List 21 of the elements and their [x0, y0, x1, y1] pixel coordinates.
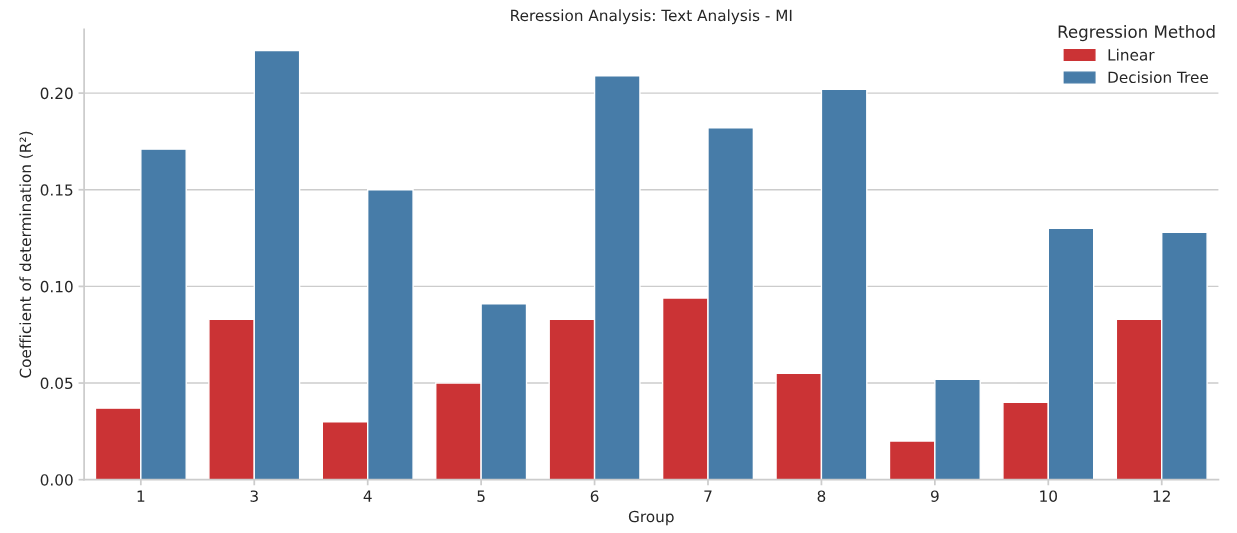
x-tick-label: 12 [1153, 490, 1170, 502]
y-tick-label: 0.00 [40, 474, 73, 486]
x-tick-label: 8 [817, 490, 826, 502]
y-tick-label: 0.05 [40, 377, 73, 390]
x-tick-label: 4 [363, 490, 372, 502]
y-tick-label: 0.10 [40, 280, 73, 293]
y-tick-label: 0.15 [40, 184, 73, 196]
legend-title: Regression Method [1058, 25, 1215, 42]
y-tick-label: 0.20 [40, 87, 73, 100]
x-axis-title: Group [628, 510, 674, 526]
x-tick-label: 3 [250, 490, 258, 502]
x-tick-label: 1 [137, 490, 145, 502]
x-tick-label: 7 [704, 490, 712, 502]
x-tick-label: 9 [930, 490, 939, 502]
y-axis-title: Coefficient of determination (R²) [19, 131, 33, 378]
x-tick-label: 5 [477, 490, 485, 502]
x-tick-label: 6 [590, 490, 599, 502]
legend-label: Linear [1108, 48, 1155, 61]
x-tick-label: 10 [1040, 490, 1057, 502]
chart-title: Reression Analysis: Text Analysis - MI [511, 9, 792, 25]
legend-label: Decision Tree [1108, 71, 1208, 84]
